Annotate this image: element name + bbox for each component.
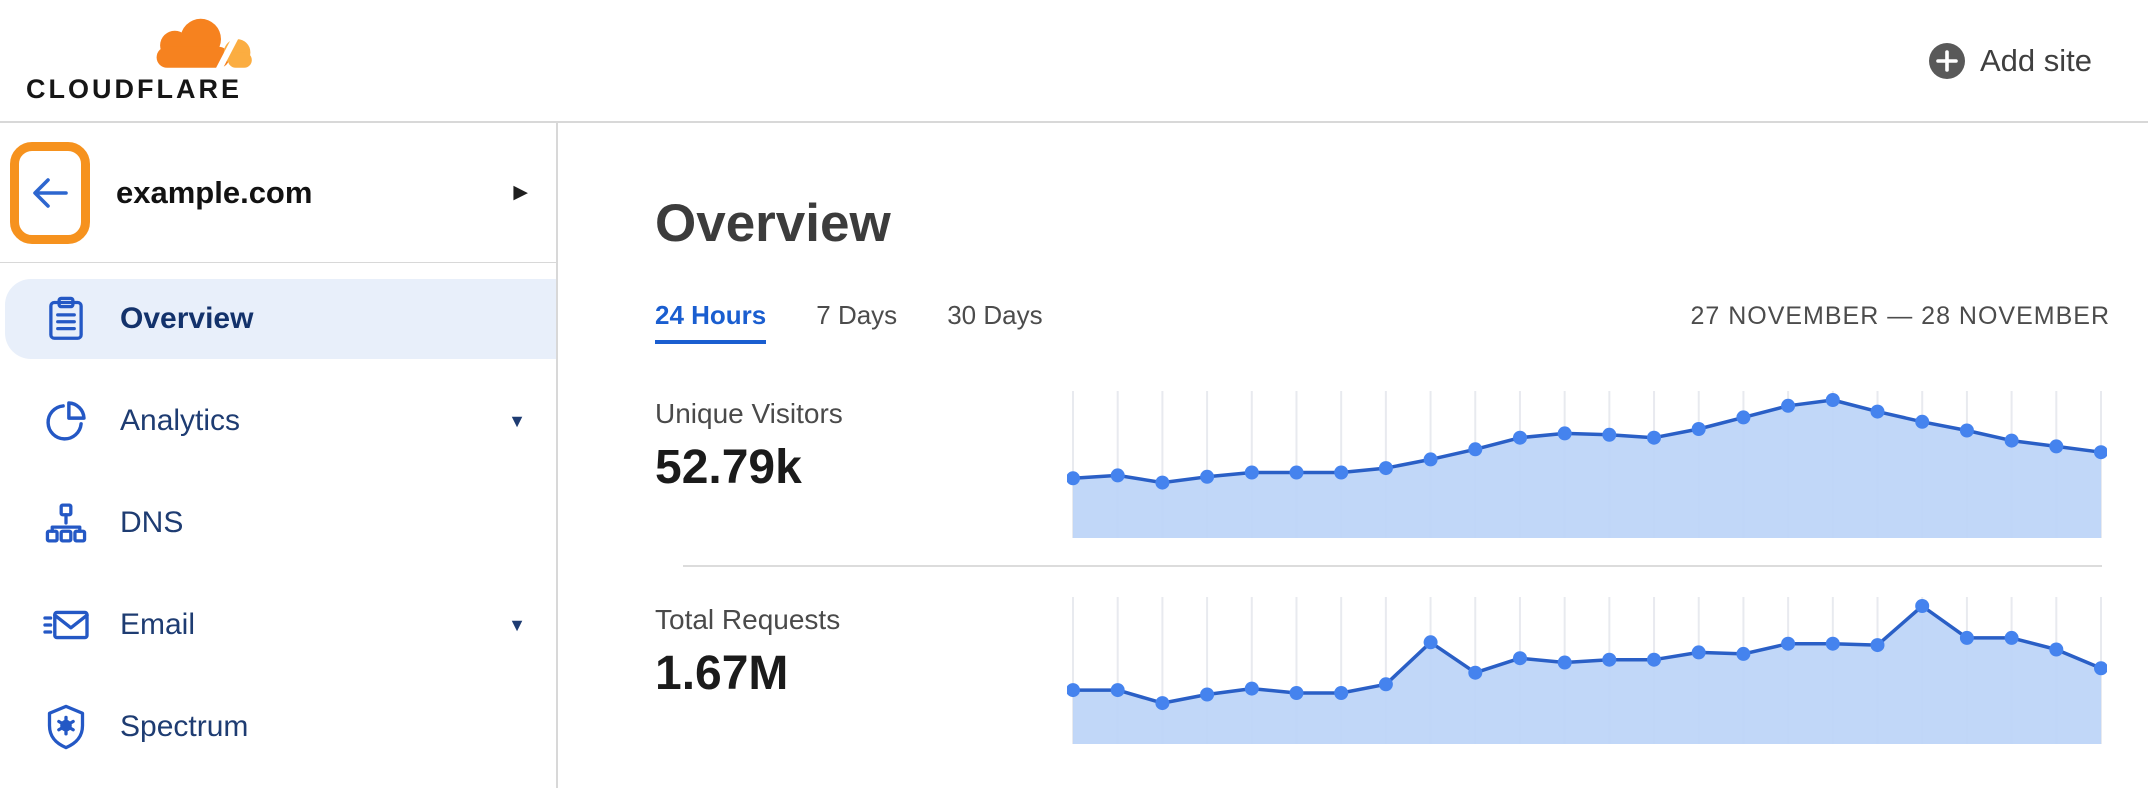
cloudflare-logo[interactable]: CLOUDFLARE (26, 16, 266, 105)
date-range-label: 27 NOVEMBER — 28 NOVEMBER (1690, 302, 2110, 330)
time-range-tabs: 24 Hours 7 Days 30 Days 27 NOVEMBER — 28… (655, 300, 2110, 344)
unique-visitors-chart[interactable] (1067, 388, 2107, 538)
add-site-button[interactable]: Add site (1928, 42, 2092, 80)
caret-down-icon: ▼ (508, 410, 526, 431)
total-requests-chart[interactable] (1067, 594, 2107, 744)
clipboard-icon (42, 295, 90, 343)
shield-icon (42, 703, 90, 751)
unique-visitors-chart-area (1067, 388, 2110, 538)
network-tree-icon (42, 500, 90, 546)
unique-visitors-info: Unique Visitors 52.79k (655, 388, 1067, 538)
sidebar-item-dns[interactable]: DNS (0, 483, 556, 563)
tab-24-hours[interactable]: 24 Hours (655, 300, 767, 344)
sidebar-item-label: Spectrum (120, 710, 249, 743)
sidebar-item-analytics[interactable]: Analytics ▼ (0, 381, 556, 461)
add-site-label: Add site (1979, 42, 2092, 78)
top-header: CLOUDFLARE Add site (0, 0, 2148, 123)
metric-rows-divider (683, 565, 2102, 567)
sidebar-item-spectrum[interactable]: Spectrum (0, 687, 556, 767)
plus-circle-icon (1928, 42, 1965, 79)
unique-visitors-row: Unique Visitors 52.79k (655, 388, 2110, 538)
metric-label: Unique Visitors (655, 398, 843, 429)
sidebar-item-email[interactable]: Email ▼ (0, 585, 556, 665)
metric-label: Total Requests (655, 604, 841, 635)
sidebar-item-label: DNS (120, 506, 184, 539)
arrow-left-icon (33, 177, 68, 208)
sidebar-nav: Overview Analytics ▼ (0, 263, 556, 767)
total-requests-row: Total Requests 1.67M (655, 594, 2110, 744)
total-requests-chart-area (1067, 594, 2110, 744)
tab-7-days[interactable]: 7 Days (816, 300, 898, 330)
site-sidebar: example.com ▶ Overview (0, 123, 558, 788)
tab-30-days[interactable]: 30 Days (947, 300, 1043, 330)
cloudflare-cloud-icon (156, 18, 252, 72)
pie-chart-icon (42, 398, 90, 444)
caret-down-icon: ▼ (508, 614, 526, 635)
sidebar-item-label: Analytics (120, 404, 241, 437)
envelope-icon (42, 604, 90, 646)
site-selector-row: example.com ▶ (0, 123, 556, 263)
metric-value: 52.79k (655, 441, 802, 494)
total-requests-info: Total Requests 1.67M (655, 594, 1067, 744)
sidebar-item-label: Email (120, 608, 196, 641)
page-title: Overview (655, 194, 891, 253)
sidebar-item-overview[interactable]: Overview (5, 279, 556, 359)
sidebar-item-label: Overview (120, 302, 254, 335)
back-button-highlighted[interactable] (10, 141, 90, 244)
cloudflare-logo-text: CLOUDFLARE (26, 74, 242, 104)
metric-value: 1.67M (655, 647, 789, 700)
main-content: Overview 24 Hours 7 Days 30 Days 27 NOVE… (558, 123, 2148, 788)
caret-right-icon[interactable]: ▶ (513, 182, 528, 203)
site-name: example.com (116, 174, 313, 210)
